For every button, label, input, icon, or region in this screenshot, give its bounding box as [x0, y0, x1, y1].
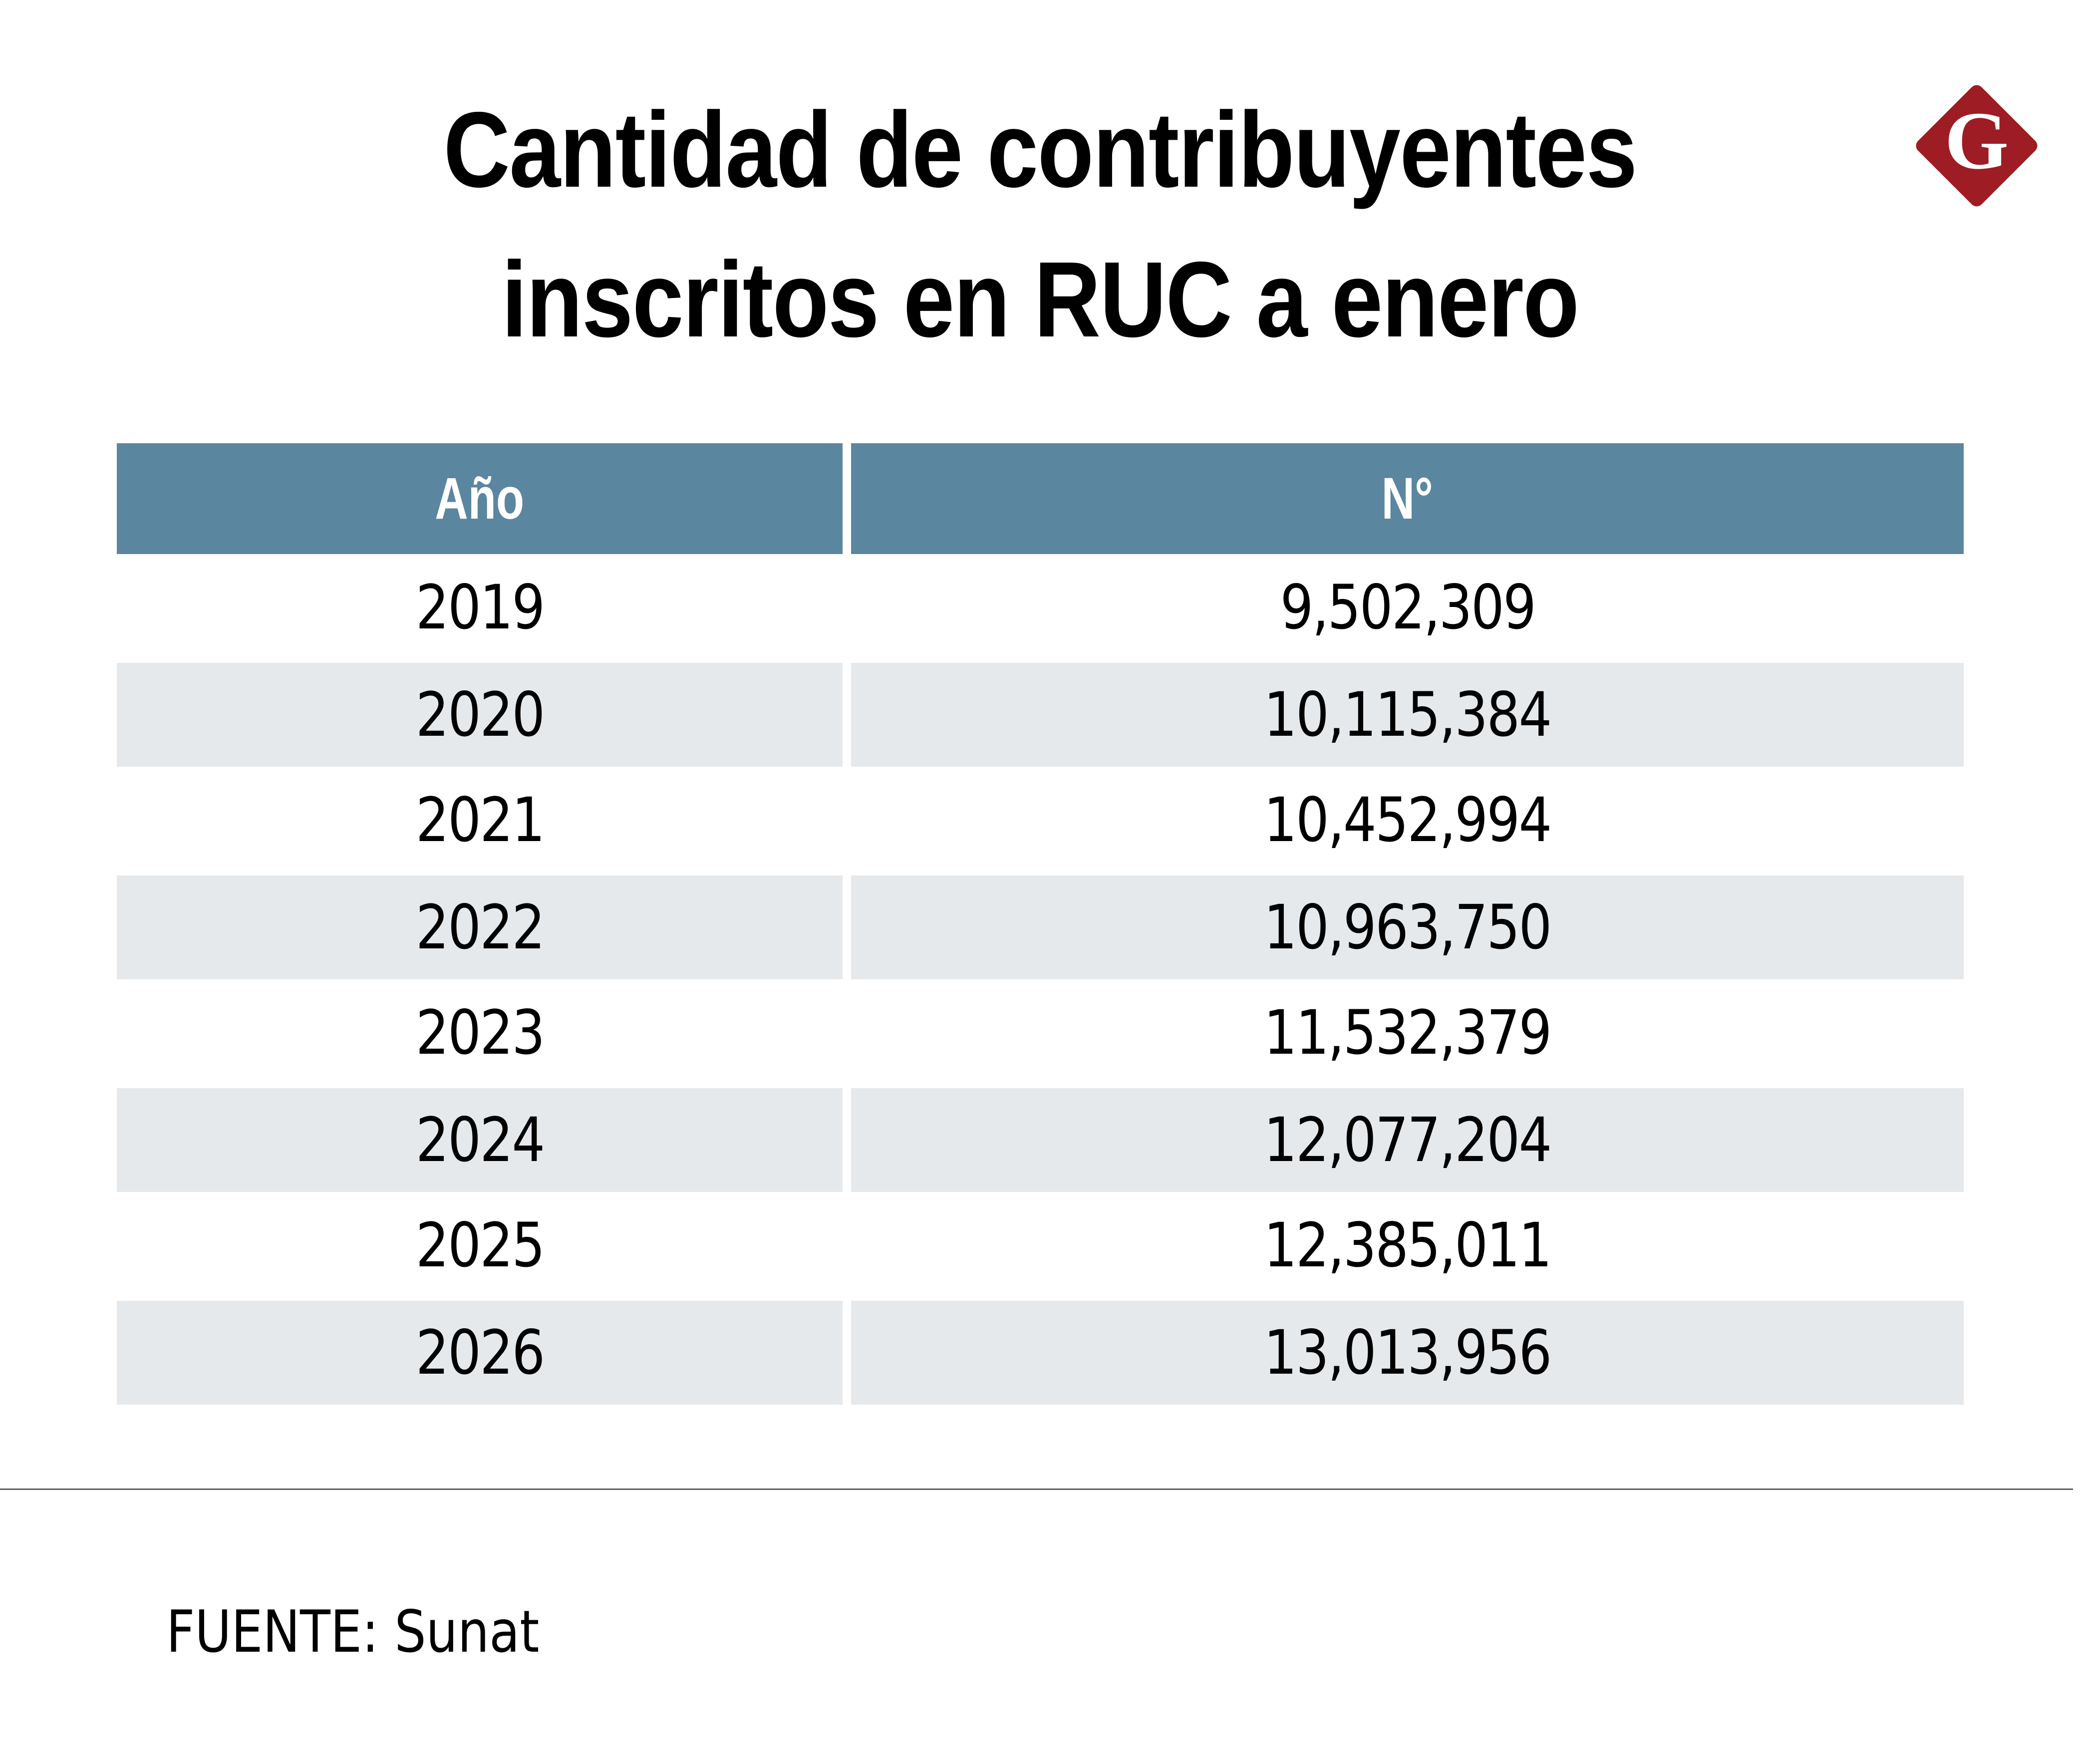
footer-divider	[0, 1488, 2073, 1490]
count-value: 10,452,994	[1264, 784, 1552, 856]
table-row: 2020 10,115,384	[117, 660, 1964, 767]
source-note: FUENTE: Sunat	[166, 1598, 540, 1666]
header-label-number: N°	[1381, 466, 1434, 532]
year-value: 2023	[415, 997, 545, 1068]
table-row: 2021 10,452,994	[117, 767, 1964, 873]
year-cell: 2022	[117, 876, 843, 979]
count-value: 10,115,384	[1264, 679, 1552, 750]
year-value: 2020	[415, 679, 545, 750]
year-value: 2025	[415, 1209, 545, 1281]
count-cell: 10,963,750	[851, 876, 1964, 979]
count-value: 10,963,750	[1264, 892, 1552, 963]
count-cell: 13,013,956	[851, 1301, 1964, 1405]
year-cell: 2025	[117, 1192, 843, 1298]
count-cell: 12,077,204	[851, 1088, 1964, 1192]
header-cell-year: Año	[117, 443, 843, 554]
table-row: 2024 12,077,204	[117, 1086, 1964, 1192]
year-cell: 2024	[117, 1088, 843, 1192]
data-table: Año N° 2019 9,502,309 2020 10,115,384 2021 10…	[117, 443, 1964, 1405]
year-value: 2024	[415, 1105, 545, 1176]
year-cell: 2026	[117, 1301, 843, 1405]
year-value: 2022	[415, 892, 545, 963]
year-value: 2019	[415, 572, 545, 643]
year-cell: 2020	[117, 663, 843, 767]
count-value: 12,077,204	[1264, 1105, 1552, 1176]
chart-title: Cantidad de contribuyentes inscritos en …	[0, 75, 2080, 374]
year-cell: 2021	[117, 767, 843, 873]
count-cell: 10,452,994	[851, 767, 1964, 873]
count-cell: 11,532,379	[851, 979, 1964, 1086]
title-line-1: Cantidad de contribuyentes	[443, 89, 1637, 210]
count-cell: 9,502,309	[851, 554, 1964, 660]
svg-text:G: G	[1945, 95, 2009, 186]
table-row: 2026 13,013,956	[117, 1298, 1964, 1405]
count-cell: 10,115,384	[851, 663, 1964, 767]
table-row: 2025 12,385,011	[117, 1192, 1964, 1298]
year-cell: 2019	[117, 554, 843, 660]
header-label-year: Año	[435, 466, 525, 532]
table-row: 2023 11,532,379	[117, 979, 1964, 1086]
count-value: 13,013,956	[1264, 1317, 1552, 1388]
header-cell-number: N°	[851, 443, 1964, 554]
count-cell: 12,385,011	[851, 1192, 1964, 1298]
table-header-row: Año N°	[117, 443, 1964, 554]
year-value: 2026	[415, 1317, 545, 1388]
count-value: 9,502,309	[1280, 572, 1536, 643]
table-row: 2019 9,502,309	[117, 554, 1964, 660]
year-value: 2021	[415, 784, 545, 856]
count-value: 11,532,379	[1264, 997, 1552, 1068]
year-cell: 2023	[117, 979, 843, 1086]
count-value: 12,385,011	[1264, 1209, 1552, 1281]
brand-diamond-g-logo-icon: G	[1897, 66, 2057, 226]
title-line-2: inscritos en RUC a enero	[501, 239, 1579, 359]
table-row: 2022 10,963,750	[117, 873, 1964, 979]
